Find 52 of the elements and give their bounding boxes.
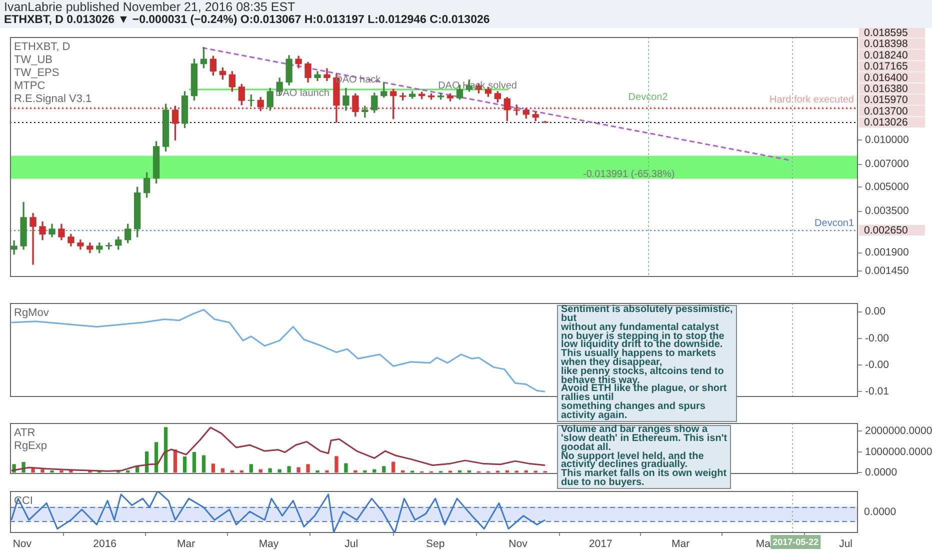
text: 0.013700 [864, 105, 908, 118]
y-tick-label: 2000000.0000 [865, 424, 932, 437]
y-tick-label: 0.007000 [865, 158, 909, 170]
annotation: -0.013991 (-65.38%) [583, 168, 675, 180]
text: 0.018398 [864, 38, 908, 50]
y-tick-label: 0.00 [865, 306, 886, 318]
y-tick-label: 0.005000 [865, 181, 909, 194]
text: 0.016400 [864, 72, 908, 84]
text: Sentiment is absolutely pessimistic, but without any fundamental catalyst no buyer is stepping in to stop the low liquidity drift to the downside. This usually happens to markets when they disappear, like penny stocks, altcoins tend to behave this way. Avoid ETH like the plague, or short rallies until something changes and spurs activity again. [561, 304, 733, 421]
text: 0.016380 [864, 82, 908, 95]
y-tick-label: 0.003500 [865, 205, 909, 218]
annotation: ATR [14, 427, 36, 440]
text: 0.013026 [864, 116, 908, 129]
chart-title: IvanLabrie published November 21, 2016 08:35 EST [4, 0, 296, 14]
x-tick-label: 2016 [93, 538, 117, 550]
ref-line-label: Devcon2 [628, 92, 668, 104]
ref-line-label: Devcon1 [814, 218, 854, 229]
y-tick-label: 0.001900 [865, 246, 909, 259]
x-tick-label: Nov [12, 538, 32, 550]
ref-line-label: 2017-05-22 [772, 536, 819, 547]
x-tick-label: Nov [508, 538, 528, 550]
annotation: RgExp [14, 440, 48, 452]
y-tick-label: -0.00 [865, 358, 890, 371]
annotation: TW_UB [14, 54, 52, 66]
x-tick-label: May [258, 538, 280, 550]
annotation: Volume and bar ranges show a 'slow death' in Ethereum. This isn't goodat all. No support level held, and the activity declines gradually. This market falls on its own weight due to no buyers. [557, 424, 732, 489]
x-tick-label: Mar [177, 538, 196, 550]
x-tick-label: Mar [671, 538, 690, 550]
y-tick-label: 0.010000 [865, 134, 909, 146]
x-tick-label: Jul [344, 538, 358, 550]
annotation: TW_EPS [14, 67, 60, 80]
x-tick-label: Sep [426, 538, 445, 550]
y-tick-label: 1000000.0000 [865, 446, 932, 458]
x-tick-label: Jul [839, 538, 853, 550]
text: 0.018240 [864, 49, 908, 62]
annotation: RgMov [14, 307, 49, 320]
y-tick-label: 0.0000 [865, 466, 898, 479]
annotation: DAO launch [276, 88, 330, 99]
y-tick-label: -0.01 [865, 386, 890, 398]
chart-subtitle: ETHXBT, D 0.013026 ▼ −0.000031 (−0.24%) O:0.013067 H:0.013197 L:0.012946 C:0.013026 [4, 14, 490, 26]
y-tick-label: 0.001450 [865, 265, 909, 278]
x-tick-label: 2017 [588, 538, 612, 550]
text: 0.017165 [864, 60, 908, 73]
ref-line-label: Hard fork executed [770, 94, 854, 106]
text: 0.015970 [864, 94, 908, 106]
text: 0.002650 [864, 224, 908, 237]
annotation: R.E.Signal V3.1 [14, 93, 92, 106]
x-tick-label: Ma [756, 538, 771, 550]
annotation: ETHXBT, D [14, 41, 70, 54]
annotation: MTPC [14, 80, 46, 92]
y-tick-label: -0.00 [865, 332, 890, 344]
text: 0.018595 [864, 26, 908, 39]
